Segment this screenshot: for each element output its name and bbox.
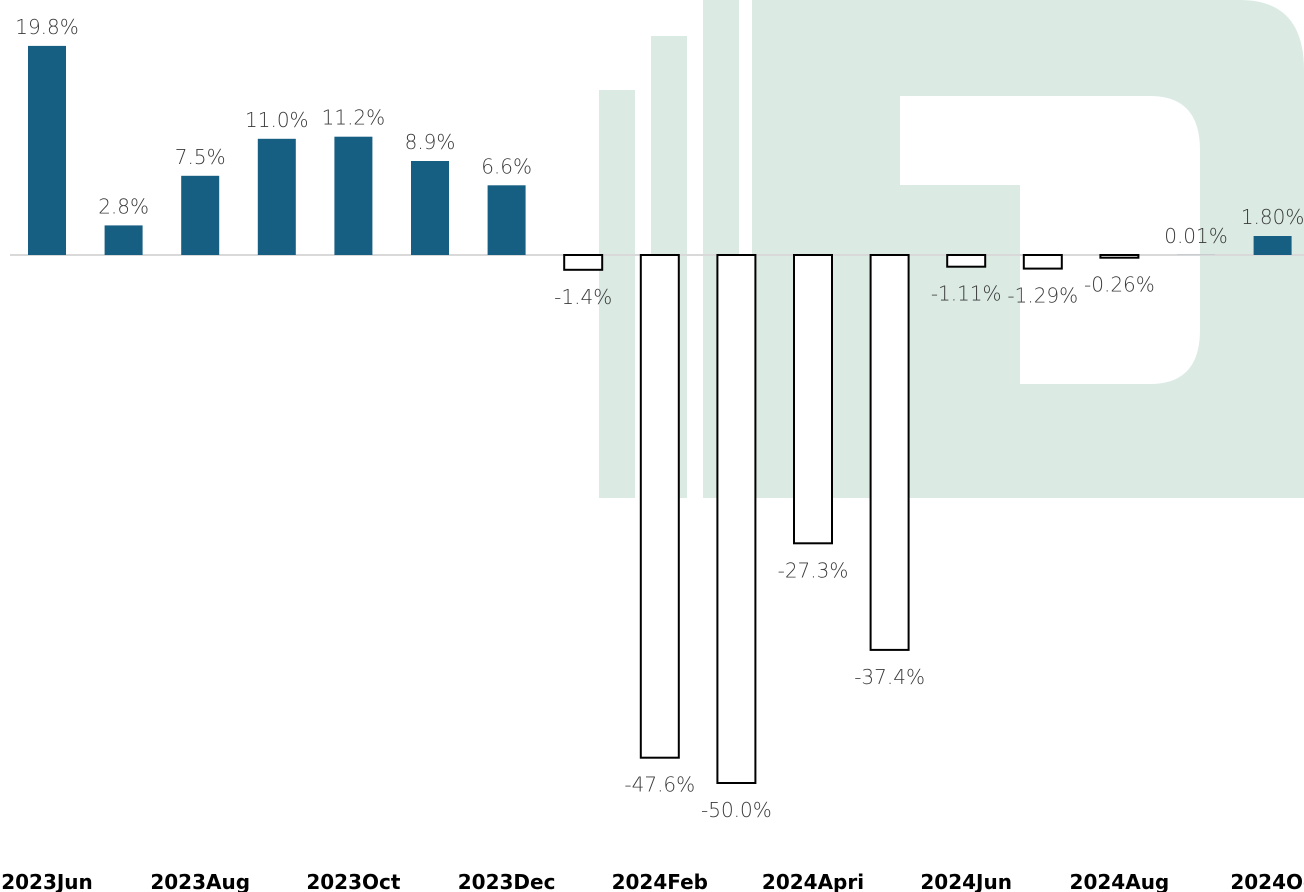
data-label-2023Sep: 11.0%	[245, 108, 309, 132]
data-label-2024Jun: -1.11%	[931, 282, 1002, 306]
x-axis-tick-labels: 2023Jun 2023Aug 2023Oct 2023Dec 2024Feb 2024A…	[1, 870, 1304, 892]
data-label-2023Jun: 19.8%	[15, 15, 79, 39]
data-label-2024Mar: -50.0%	[701, 798, 772, 822]
x-tick-2023Jun: 2023Jun	[1, 870, 93, 892]
bar-2024Aug	[1099, 254, 1140, 259]
bar-2024Oct	[1253, 236, 1292, 255]
watermark-logo	[599, 0, 1304, 498]
x-tick-2023Oct: 2023Oct	[306, 870, 401, 892]
x-tick-2023Aug: 2023Aug	[150, 870, 250, 892]
data-label-2024Oct: 1.80%	[1241, 205, 1304, 229]
data-label-2023Jul: 2.8%	[98, 194, 149, 218]
bar-2023Nov	[411, 161, 449, 255]
x-tick-2024Apri: 2024Apri	[762, 870, 864, 892]
bar-2023Oct	[334, 136, 373, 255]
x-tick-2024Feb: 2024Feb	[612, 870, 708, 892]
data-label-2023Nov: 8.9%	[405, 130, 456, 154]
bar-2024Mar	[716, 254, 757, 784]
data-label-2024May: -37.4%	[854, 665, 925, 689]
data-label-2024Apri: -27.3%	[778, 558, 849, 582]
data-label-2023Dec: 6.6%	[481, 154, 532, 178]
data-label-2024Aug: -0.26%	[1084, 273, 1155, 297]
bar-2024Jun	[946, 254, 987, 268]
bar-2024Jul	[1022, 254, 1063, 270]
x-tick-2024Oc: 2024Oc	[1230, 870, 1304, 892]
bar-2023Sep	[257, 138, 296, 255]
data-labels-group: 19.8% 2.8% 7.5% 11.0% 11.2% 8.9% 6.6% -1.4% -47.…	[15, 15, 1304, 822]
data-label-2023Aug: 7.5%	[175, 145, 226, 169]
bars-group	[28, 45, 1292, 784]
bar-2023Jul	[104, 225, 143, 255]
bar-2024Jan	[563, 254, 604, 271]
bar-2024Apri	[793, 254, 833, 545]
data-label-2024Feb: -47.6%	[624, 773, 695, 797]
x-tick-2024Jun: 2024Jun	[920, 870, 1012, 892]
bar-2023Aug	[181, 175, 220, 255]
data-label-2024Sep: 0.01%	[1164, 224, 1228, 248]
bar-2024Feb	[639, 254, 680, 759]
bar-2024May	[869, 254, 910, 651]
data-label-2024Jan: -1.4%	[554, 285, 612, 309]
x-tick-2024Aug: 2024Aug	[1070, 870, 1170, 892]
bar-2023Jun	[28, 45, 66, 256]
bar-2023Dec	[487, 185, 526, 255]
data-label-2023Oct: 11.2%	[322, 106, 386, 130]
x-tick-2023Dec: 2023Dec	[458, 870, 556, 892]
data-label-2024Jul: -1.29%	[1007, 284, 1078, 308]
